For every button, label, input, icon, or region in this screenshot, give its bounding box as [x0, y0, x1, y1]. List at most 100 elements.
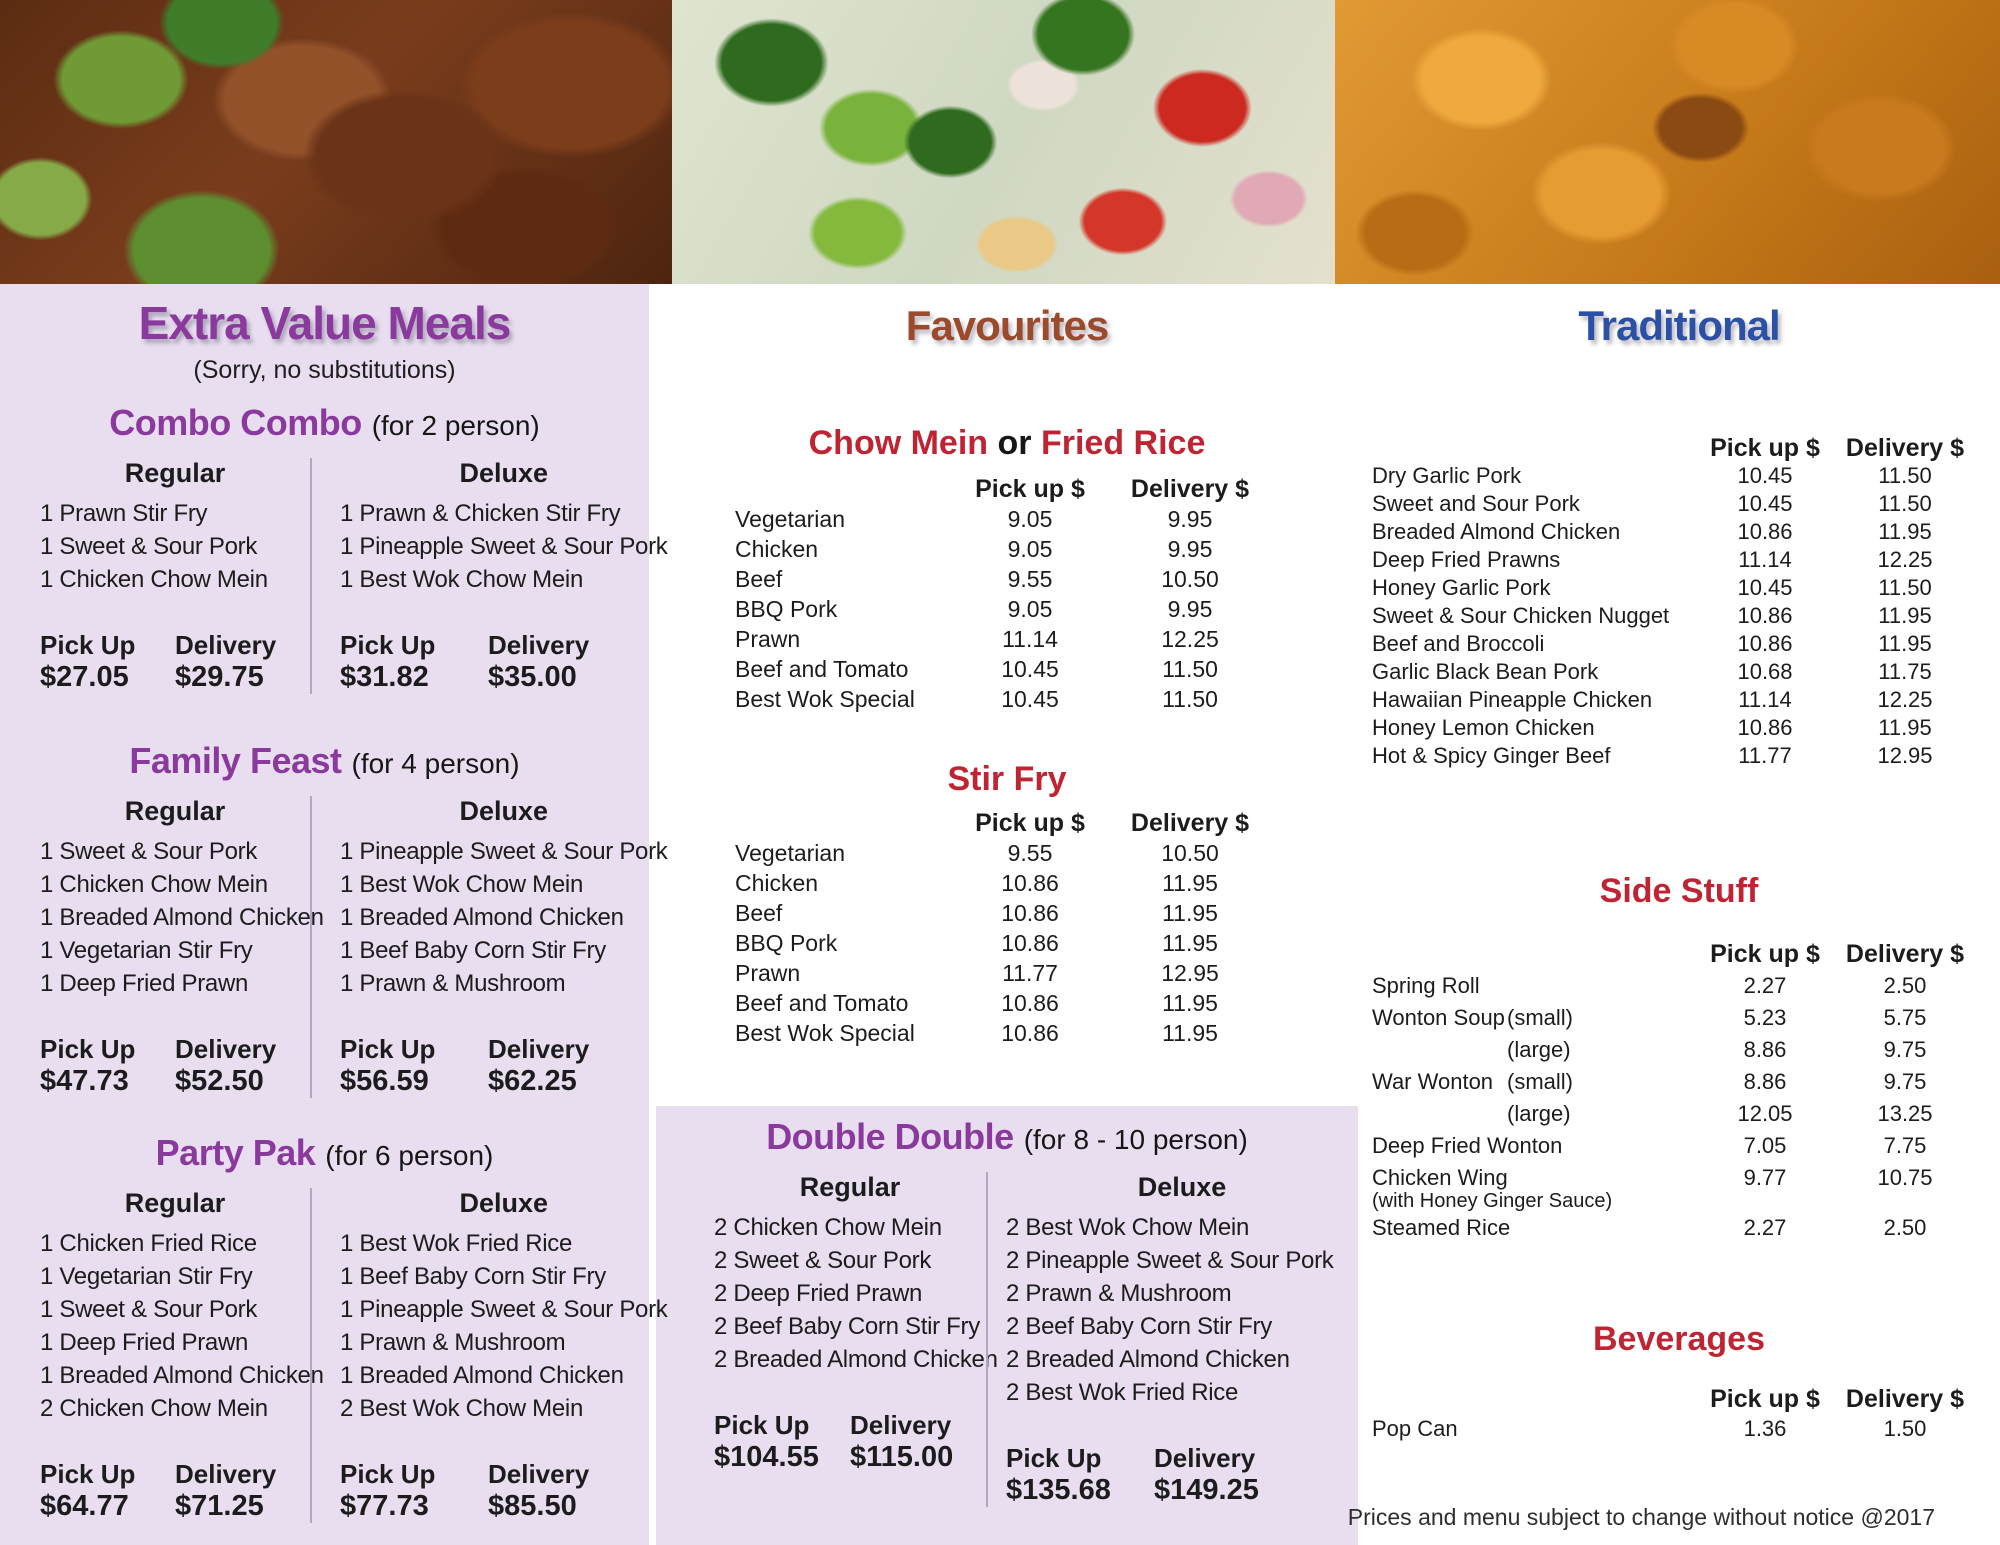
- combo-column-deluxe: Deluxe 1 Best Wok Fried Rice 1 Beef Baby C…: [310, 1188, 668, 1523]
- menu-row: Prawn 11.14 12.25: [735, 624, 1270, 654]
- item-label: Best Wok Special: [735, 1020, 915, 1046]
- combo-item: 1 Breaded Almond Chicken: [340, 904, 624, 931]
- menu-row: Vegetarian 9.05 9.95: [735, 504, 1270, 534]
- beverages-table: Pick up $ Delivery $ Pop Can 1.36 1.50: [1372, 1384, 1975, 1444]
- pickup-price: 10.86: [1737, 603, 1793, 628]
- menu-row: Prawn 11.77 12.95: [735, 958, 1270, 988]
- side-stuff-table: Pick up $ Delivery $ Spring Roll 2.27 2.50 Wo…: [1372, 938, 1975, 1244]
- item-label: War Wonton: [1372, 1069, 1494, 1094]
- pickup-price: 8.86: [1743, 1069, 1787, 1094]
- vegetable-stirfry-photo: [672, 0, 1335, 284]
- combo-item-list: 1 Chicken Fried Rice 1 Vegetarian Stir Fr…: [40, 1227, 324, 1425]
- price-label: Delivery: [488, 630, 590, 660]
- pickup-price: 5.23: [1743, 1005, 1787, 1030]
- menu-row: Pop Can 1.36 1.50: [1372, 1414, 1975, 1444]
- pickup-price: 10.45: [1737, 463, 1793, 488]
- combo-item: 1 Sweet & Sour Pork: [40, 838, 258, 865]
- item-label: Breaded Almond Chicken: [1372, 519, 1621, 544]
- price-label: Delivery: [175, 1459, 277, 1489]
- delivery-price: 9.95: [1167, 506, 1213, 532]
- pickup-column-header: Pick up $: [975, 475, 1085, 503]
- combo-item: 1 Prawn & Mushroom: [340, 970, 566, 997]
- pickup-price: 10.86: [1001, 990, 1059, 1016]
- item-name-cell: Best Wok Special: [735, 1018, 950, 1048]
- combo-item: 2 Best Wok Fried Rice: [1006, 1379, 1239, 1406]
- menu-row: Breaded Almond Chicken 10.86 11.95: [1372, 518, 1975, 546]
- menu-row: Steamed Rice 2.27 2.50: [1372, 1212, 1975, 1244]
- combo-item-list: 1 Prawn & Chicken Stir Fry 1 Pineapple Sw…: [340, 497, 668, 596]
- item-label: Honey Lemon Chicken: [1372, 715, 1595, 740]
- item-name-cell: Honey Garlic Pork: [1372, 574, 1695, 602]
- heading-part: or: [988, 424, 1041, 462]
- combo-item: 2 Deep Fried Prawn: [714, 1280, 923, 1307]
- item-name-cell: Chicken: [735, 868, 950, 898]
- item-label: Beef and Tomato: [735, 990, 909, 1016]
- item-size: (small): [1507, 1005, 1573, 1030]
- delivery-price: 2.50: [1883, 973, 1927, 998]
- menu-row: Sweet & Sour Chicken Nugget 10.86 11.95: [1372, 602, 1975, 630]
- item-label: Vegetarian: [735, 506, 845, 532]
- menu-row: Best Wok Special 10.86 11.95: [735, 1018, 1270, 1048]
- combo-columns: Regular 2 Chicken Chow Mein 2 Sweet & Sour…: [656, 1172, 1358, 1507]
- delivery-price: 13.25: [1877, 1101, 1933, 1126]
- price-row: Pick Up $27.05 Delivery $29.75: [40, 630, 310, 694]
- item-name-cell: Beef and Broccoli: [1372, 630, 1695, 658]
- menu-row: Dry Garlic Pork 10.45 11.50: [1372, 462, 1975, 490]
- combo-item: 2 Chicken Chow Mein: [40, 1395, 268, 1422]
- menu-row: Spring Roll 2.27 2.50: [1372, 970, 1975, 1002]
- item-name-cell: Hot & Spicy Ginger Beef: [1372, 742, 1695, 770]
- price-label: Pick Up: [40, 1459, 136, 1489]
- item-label: Best Wok Special: [735, 686, 915, 712]
- item-name-cell: Beef: [735, 564, 950, 594]
- pickup-price: 11.77: [1002, 960, 1058, 986]
- beef-broccoli-photo: [0, 0, 672, 284]
- combo-item: 2 Pineapple Sweet & Sour Pork: [1006, 1247, 1334, 1274]
- heading-part: Chow Mein: [808, 424, 989, 462]
- item-label: Dry Garlic Pork: [1372, 463, 1522, 488]
- delivery-column-header: Delivery $: [1845, 434, 1965, 462]
- combo-item-list: 1 Best Wok Fried Rice 1 Beef Baby Corn St…: [340, 1227, 668, 1425]
- item-size: (small): [1507, 1069, 1573, 1094]
- combo-item: 1 Breaded Almond Chicken: [340, 1362, 624, 1389]
- traditional-table: Pick up $ Delivery $ Dry Garlic Pork 10.45 1…: [1372, 434, 1975, 770]
- menu-row: Chicken Wing (with Honey Ginger Sauce) 9.7…: [1372, 1162, 1975, 1212]
- item-name-cell: Deep Fried Wonton: [1372, 1130, 1695, 1162]
- price-label: Pick Up: [40, 630, 136, 660]
- menu-row: BBQ Pork 9.05 9.95: [735, 594, 1270, 624]
- menu-row: Sweet and Sour Pork 10.45 11.50: [1372, 490, 1975, 518]
- item-label: Pop Can: [1372, 1416, 1458, 1441]
- pickup-price: Pick Up $47.73: [40, 1034, 175, 1098]
- pickup-column-header: Pick up $: [1710, 940, 1820, 968]
- price-value: $135.68: [1006, 1474, 1111, 1506]
- item-name-cell: Prawn: [735, 624, 950, 654]
- menu-row: Chicken 10.86 11.95: [735, 868, 1270, 898]
- menu-row: Beef and Broccoli 10.86 11.95: [1372, 630, 1975, 658]
- item-name-cell: Chicken Wing (with Honey Ginger Sauce): [1372, 1162, 1695, 1212]
- combo-serves: (for 6 person): [325, 1140, 494, 1171]
- menu-row: Wonton Soup(small) 5.23 5.75: [1372, 1002, 1975, 1034]
- combo-column-deluxe: Deluxe 1 Pineapple Sweet & Sour Pork 1 Bes…: [310, 796, 668, 1098]
- menu-row: Chicken 9.05 9.95: [735, 534, 1270, 564]
- pickup-price: 11.14: [1002, 626, 1058, 652]
- item-label: Honey Garlic Pork: [1372, 575, 1551, 600]
- combo-item: 1 Prawn & Mushroom: [340, 1329, 566, 1356]
- price-row: Pick Up $104.55 Delivery $115.00: [714, 1410, 986, 1474]
- pickup-price: 1.36: [1743, 1416, 1787, 1441]
- combo-item: 2 Breaded Almond Chicken: [714, 1346, 998, 1373]
- menu-row: BBQ Pork 10.86 11.95: [735, 928, 1270, 958]
- price-label: Delivery: [488, 1034, 590, 1064]
- family-feast-section: Family Feast (for 4 person) Regular 1 Sweet…: [0, 740, 668, 1098]
- pickup-price: 7.05: [1743, 1133, 1787, 1158]
- item-name-cell: Breaded Almond Chicken: [1372, 518, 1695, 546]
- price-label: Delivery: [175, 630, 277, 660]
- menu-row: (large) 12.05 13.25: [1372, 1098, 1975, 1130]
- item-name-cell: Beef: [735, 898, 950, 928]
- price-value: $47.73: [40, 1065, 129, 1097]
- combo-item: 1 Pineapple Sweet & Sour Pork: [340, 1296, 668, 1323]
- item-label: Chicken: [735, 536, 819, 562]
- menu-row: (large) 8.86 9.75: [1372, 1034, 1975, 1066]
- delivery-price: 10.50: [1161, 566, 1219, 592]
- combo-name: Family Feast: [129, 740, 342, 781]
- combo-item: 2 Prawn & Mushroom: [1006, 1280, 1232, 1307]
- delivery-price: 11.95: [1878, 519, 1932, 544]
